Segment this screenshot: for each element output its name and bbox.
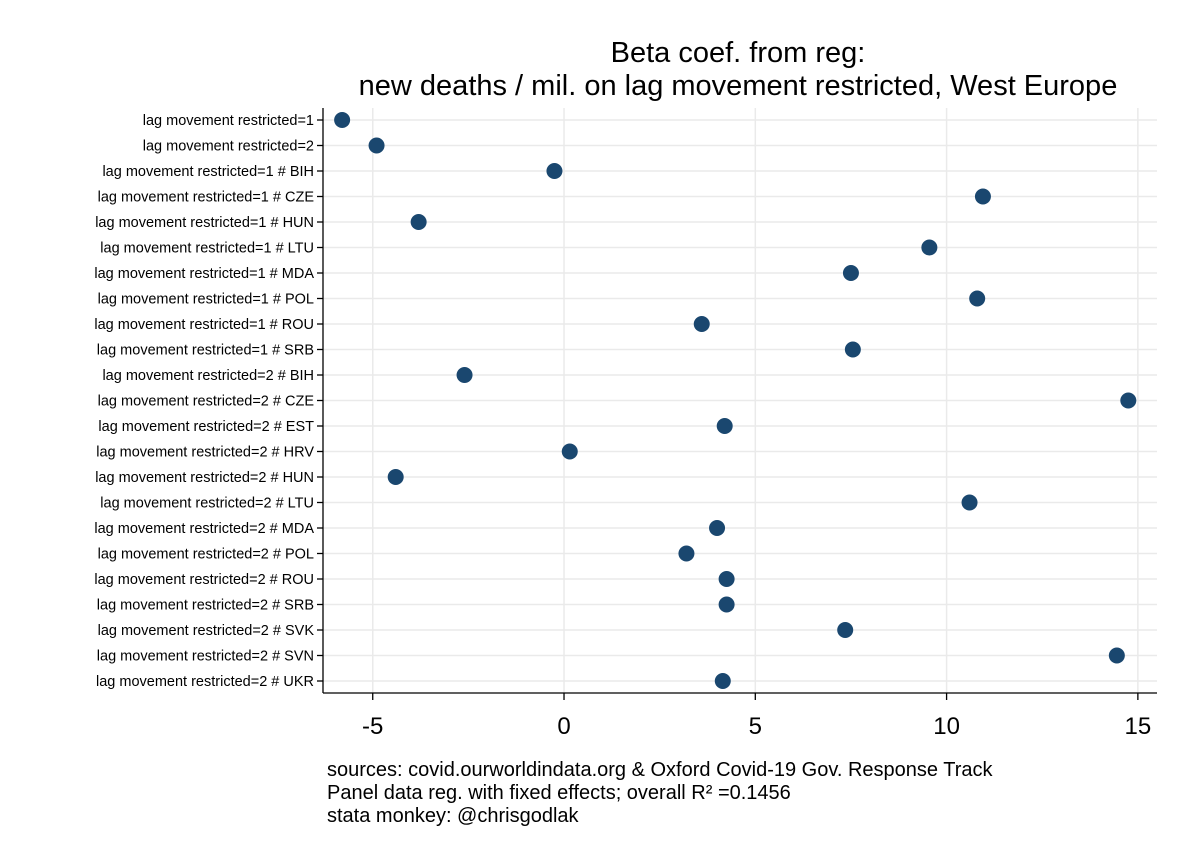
x-tick-labels: -5 0 5 10 15 xyxy=(362,713,1151,740)
category-label: lag movement restricted=1 # MDA xyxy=(94,266,314,282)
gridlines xyxy=(323,108,1157,693)
x-tick-label: 0 xyxy=(557,713,570,740)
data-points xyxy=(334,112,1137,689)
data-point xyxy=(410,214,427,230)
data-point xyxy=(1120,392,1137,409)
x-tick-label: 10 xyxy=(933,713,960,740)
data-point xyxy=(387,469,404,485)
category-label: lag movement restricted=2 # ROU xyxy=(94,572,314,588)
data-point xyxy=(961,494,978,511)
category-label: lag movement restricted=2 # SRB xyxy=(97,598,314,614)
category-label: lag movement restricted=2 # SVN xyxy=(97,649,314,665)
note-regression: Panel data reg. with fixed effects; over… xyxy=(327,782,791,804)
category-label: lag movement restricted=2 # LTU xyxy=(100,496,314,512)
data-point xyxy=(844,341,861,358)
category-label: lag movement restricted=1 # CZE xyxy=(98,190,315,206)
category-label: lag movement restricted=2 # SVK xyxy=(98,623,315,639)
note-sources: sources: covid.ourworldindata.org & Oxfo… xyxy=(327,759,993,781)
category-label: lag movement restricted=2 # UKR xyxy=(96,674,314,690)
data-point xyxy=(974,188,991,205)
chart-title-line-1: Beta coef. from reg: xyxy=(611,37,866,69)
data-point xyxy=(842,265,859,281)
data-point xyxy=(334,112,351,128)
category-label: lag movement restricted=2 # BIH xyxy=(102,368,314,384)
category-label: lag movement restricted=2 # POL xyxy=(98,547,314,563)
data-point xyxy=(456,367,473,383)
data-point xyxy=(718,571,735,587)
category-label: lag movement restricted=1 # LTU xyxy=(100,241,314,257)
data-point xyxy=(837,622,854,638)
data-point xyxy=(718,596,735,613)
category-label: lag movement restricted=1 xyxy=(143,113,314,129)
data-point xyxy=(546,163,563,179)
data-point xyxy=(709,520,726,536)
data-point xyxy=(969,290,986,307)
category-label: lag movement restricted=2 xyxy=(143,139,314,155)
axes xyxy=(317,108,1157,700)
x-tick-label: -5 xyxy=(362,713,383,740)
chart-title-line-2: new deaths / mil. on lag movement restri… xyxy=(359,70,1118,102)
category-labels: lag movement restricted=1 lag movement re… xyxy=(94,113,314,690)
category-label: lag movement restricted=2 # CZE xyxy=(98,394,315,410)
category-label: lag movement restricted=1 # ROU xyxy=(94,317,314,333)
category-label: lag movement restricted=2 # EST xyxy=(98,419,314,435)
data-point xyxy=(678,545,695,562)
category-label: lag movement restricted=1 # BIH xyxy=(102,164,314,180)
category-label: lag movement restricted=1 # SRB xyxy=(97,343,314,359)
data-point xyxy=(561,443,578,460)
category-label: lag movement restricted=1 # HUN xyxy=(95,215,314,231)
data-point xyxy=(693,316,710,332)
category-label: lag movement restricted=2 # MDA xyxy=(94,521,314,537)
x-tick-label: 15 xyxy=(1125,713,1152,740)
note-author: stata monkey: @chrisgodlak xyxy=(327,805,580,827)
data-point xyxy=(1108,647,1125,664)
data-point xyxy=(368,137,385,154)
category-label: lag movement restricted=2 # HRV xyxy=(96,445,314,461)
category-label: lag movement restricted=2 # HUN xyxy=(95,470,314,486)
data-point xyxy=(921,239,938,256)
data-point xyxy=(714,673,731,689)
category-label: lag movement restricted=1 # POL xyxy=(98,292,314,308)
x-tick-label: 5 xyxy=(749,713,762,740)
data-point xyxy=(716,418,733,434)
